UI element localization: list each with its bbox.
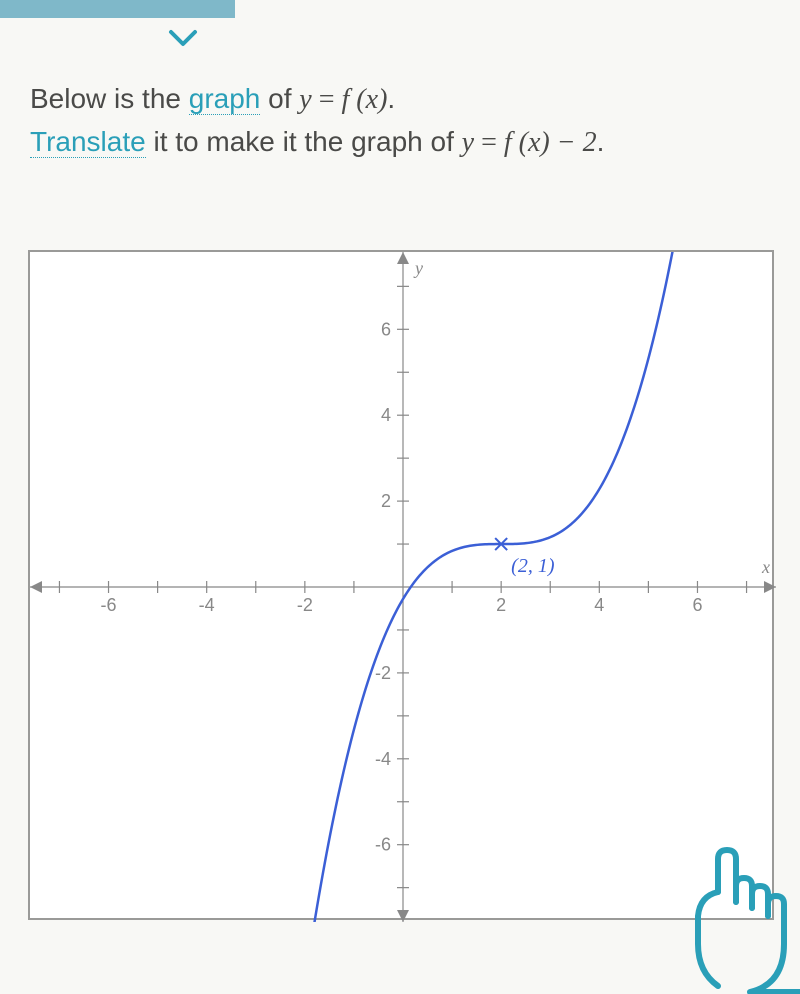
eq1-rhs: f (x) <box>342 84 388 115</box>
y-tick-label: -4 <box>375 749 391 769</box>
eq2-lhs: y <box>462 127 474 158</box>
y-tick-label: 2 <box>381 491 391 511</box>
x-tick-label: -6 <box>101 595 117 615</box>
chevron-down-icon[interactable] <box>168 28 198 50</box>
x-tick-label: -2 <box>297 595 313 615</box>
y-axis-arrow-down <box>397 910 409 922</box>
period2: . <box>597 126 605 157</box>
point-label: (2, 1) <box>511 555 555 577</box>
question-prompt: Below is the graph of y = f (x). Transla… <box>30 78 790 164</box>
prompt-text-3: it to make it the graph of <box>146 126 462 157</box>
link-graph[interactable]: graph <box>189 83 261 115</box>
graph-svg[interactable]: -6 -4 -2 2 4 6 -6 -4 -2 2 4 6 x y (2, 1) <box>30 252 776 922</box>
prompt-text-2: of <box>260 83 299 114</box>
y-axis-label: y <box>413 258 423 278</box>
y-tick-label: -2 <box>375 663 391 683</box>
y-tick-label: 6 <box>381 319 391 339</box>
graph-panel[interactable]: -6 -4 -2 2 4 6 -6 -4 -2 2 4 6 x y (2, 1) <box>28 250 774 920</box>
x-axis-label: x <box>761 557 770 577</box>
x-tick-label: 2 <box>496 595 506 615</box>
x-tick-label: 6 <box>692 595 702 615</box>
link-translate[interactable]: Translate <box>30 126 146 158</box>
pointer-hand-icon <box>656 844 800 994</box>
y-axis-arrow-up <box>397 252 409 264</box>
eq1-lhs: y <box>299 84 311 115</box>
prompt-text-1: Below is the <box>30 83 189 114</box>
x-tick-label: -4 <box>199 595 215 615</box>
eq2-rhs: f (x) − 2 <box>504 127 597 158</box>
y-tick-label: 4 <box>381 405 391 425</box>
eq2-eq: = <box>474 127 504 158</box>
y-tick-label: -6 <box>375 835 391 855</box>
top-accent-bar <box>0 0 235 18</box>
x-axis-arrow-left <box>30 581 42 593</box>
x-axis-arrow-right <box>764 581 776 593</box>
period1: . <box>387 83 395 114</box>
x-tick-label: 4 <box>594 595 604 615</box>
eq1-eq: = <box>312 84 342 115</box>
